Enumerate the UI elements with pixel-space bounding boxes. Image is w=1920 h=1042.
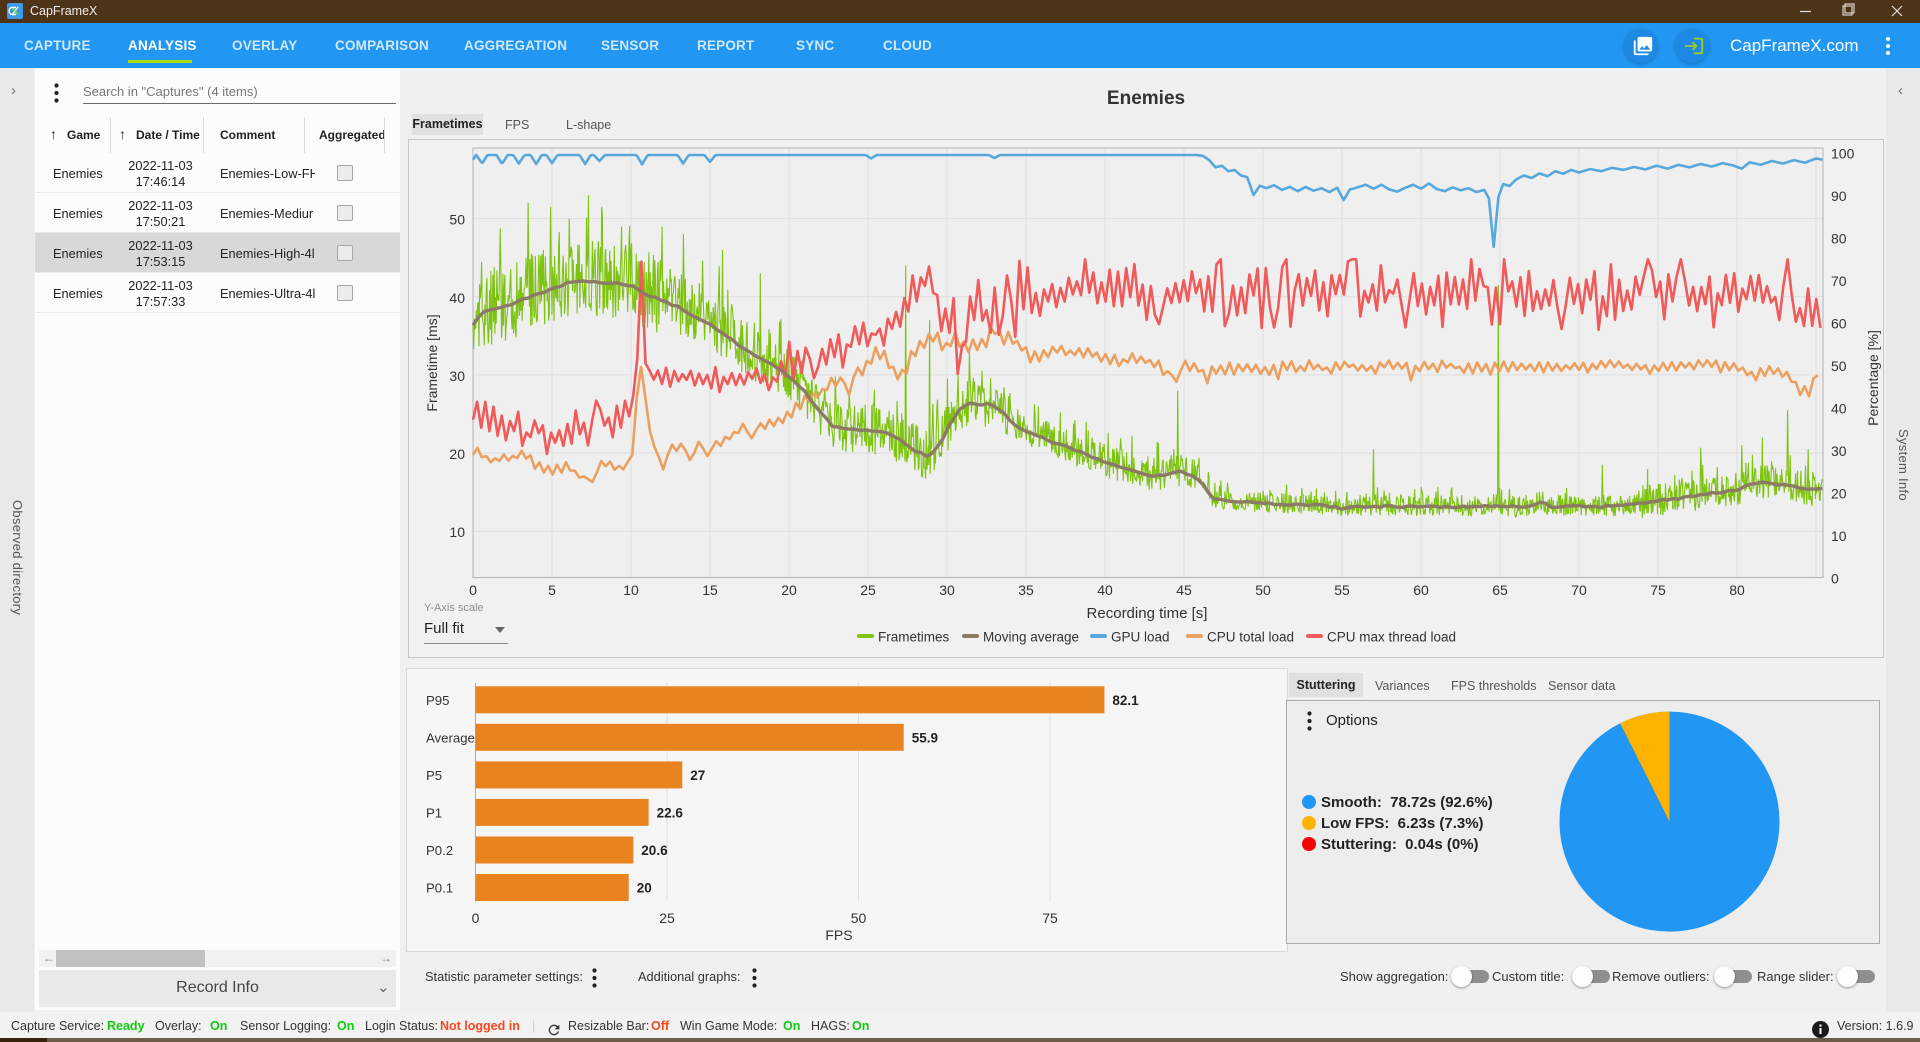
svg-text:90: 90 <box>1831 188 1847 204</box>
svg-text:20: 20 <box>449 446 465 462</box>
svg-text:30: 30 <box>939 582 955 598</box>
svg-text:10: 10 <box>623 582 639 598</box>
svg-text:CPU max thread load: CPU max thread load <box>1327 630 1456 645</box>
svg-text:45: 45 <box>1176 582 1192 598</box>
svg-text:80: 80 <box>1729 582 1745 598</box>
svg-text:CPU total load: CPU total load <box>1207 630 1294 645</box>
svg-text:20: 20 <box>1831 486 1847 502</box>
svg-text:20.6: 20.6 <box>641 843 668 858</box>
svg-text:75: 75 <box>1650 582 1666 598</box>
svg-text:27: 27 <box>690 768 705 783</box>
svg-text:FPS: FPS <box>825 927 852 943</box>
svg-text:100: 100 <box>1831 146 1855 162</box>
svg-text:P5: P5 <box>426 768 442 783</box>
svg-text:10: 10 <box>449 524 465 540</box>
svg-text:20: 20 <box>637 881 652 896</box>
svg-text:75: 75 <box>1042 910 1058 926</box>
svg-text:50: 50 <box>851 910 867 926</box>
svg-text:Recording time [s]: Recording time [s] <box>1087 605 1208 622</box>
svg-text:10: 10 <box>1831 528 1847 544</box>
svg-text:Frametime [ms]: Frametime [ms] <box>424 314 440 411</box>
svg-text:70: 70 <box>1831 273 1847 289</box>
svg-text:P0.1: P0.1 <box>426 881 453 896</box>
svg-text:0: 0 <box>1831 571 1839 587</box>
svg-text:82.1: 82.1 <box>1112 693 1139 708</box>
svg-text:Percentage [%]: Percentage [%] <box>1865 330 1881 426</box>
svg-text:20: 20 <box>781 582 797 598</box>
svg-text:30: 30 <box>1831 443 1847 459</box>
svg-text:70: 70 <box>1571 582 1587 598</box>
svg-text:50: 50 <box>449 212 465 228</box>
svg-text:30: 30 <box>449 368 465 384</box>
svg-text:50: 50 <box>1831 358 1847 374</box>
svg-text:80: 80 <box>1831 231 1847 247</box>
svg-text:60: 60 <box>1831 316 1847 332</box>
svg-text:0: 0 <box>469 582 477 598</box>
svg-text:0: 0 <box>472 910 480 926</box>
svg-text:50: 50 <box>1255 582 1271 598</box>
svg-text:55: 55 <box>1334 582 1350 598</box>
svg-text:Average: Average <box>426 730 475 745</box>
svg-text:P0.2: P0.2 <box>426 843 453 858</box>
svg-text:55.9: 55.9 <box>912 730 938 745</box>
svg-text:5: 5 <box>548 582 556 598</box>
svg-text:65: 65 <box>1492 582 1508 598</box>
svg-text:40: 40 <box>449 290 465 306</box>
svg-text:15: 15 <box>702 582 718 598</box>
svg-text:Frametimes: Frametimes <box>878 630 950 645</box>
svg-text:25: 25 <box>860 582 876 598</box>
svg-text:P95: P95 <box>426 693 449 708</box>
svg-text:Moving average: Moving average <box>983 630 1079 645</box>
svg-text:40: 40 <box>1097 582 1113 598</box>
svg-text:GPU load: GPU load <box>1111 630 1170 645</box>
svg-text:60: 60 <box>1413 582 1429 598</box>
svg-text:22.6: 22.6 <box>657 805 684 820</box>
svg-text:P1: P1 <box>426 805 442 820</box>
svg-text:40: 40 <box>1831 401 1847 417</box>
svg-text:35: 35 <box>1018 582 1034 598</box>
svg-text:25: 25 <box>659 910 675 926</box>
